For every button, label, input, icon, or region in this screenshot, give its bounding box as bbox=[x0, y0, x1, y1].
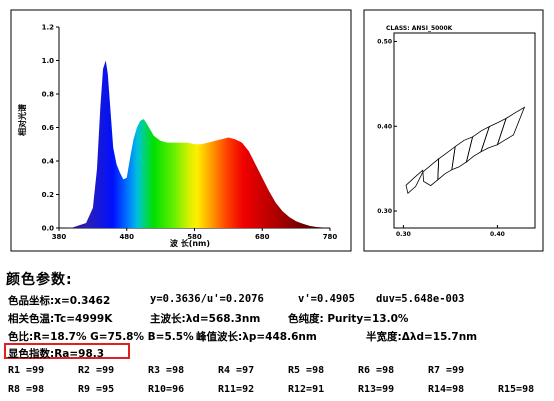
peak-wavelength: 峰值波长:λp=448.6nm bbox=[196, 331, 317, 343]
cct-value: 相关色温:Tc=4999K bbox=[8, 313, 113, 325]
cie-y-ticks: 0.50 0.40 0.30 bbox=[377, 38, 397, 215]
r-value: R12=91 bbox=[288, 384, 325, 395]
cie-x-ticks: 0.30 0.40 bbox=[396, 225, 505, 238]
spectrum-y-tick-label: 0.4 bbox=[42, 158, 55, 166]
ra-highlight-box bbox=[4, 343, 130, 359]
r-value: R6 =98 bbox=[358, 365, 395, 376]
cie-y-tick-label: 0.40 bbox=[377, 123, 392, 130]
color-parameters-panel: 颜色参数: 色品坐标:x=0.3462 y=0.3636/u'=0.2076 v… bbox=[0, 265, 554, 401]
spectrum-x-tick-label: 780 bbox=[323, 233, 338, 241]
spectrum-x-tick-label: 580 bbox=[187, 233, 202, 241]
cie-quadrangle bbox=[405, 169, 424, 195]
parameters-title: 颜色参数: bbox=[6, 272, 73, 288]
r-value: R1 =99 bbox=[8, 365, 45, 376]
r-value: R14=98 bbox=[428, 384, 465, 395]
chromaticity-duv: duv=5.648e-003 bbox=[376, 293, 465, 305]
cie-panel-frame bbox=[363, 9, 544, 252]
chromaticity-y-u: y=0.3636/u'=0.2076 bbox=[150, 293, 264, 305]
cie-quadrangle bbox=[496, 106, 526, 146]
spectrum-y-tick-label: 1.0 bbox=[42, 57, 55, 65]
spectrum-x-tick-label: 480 bbox=[119, 233, 134, 241]
cie-y-tick-label: 0.30 bbox=[377, 208, 392, 215]
color-rendering-index: 显色指数:Ra=98.3 bbox=[8, 348, 105, 360]
spectrum-y-tick-label: 0.6 bbox=[42, 124, 55, 132]
spectrum-panel-frame bbox=[10, 9, 352, 252]
spectrum-y-tick-label: 0.2 bbox=[42, 191, 55, 199]
spectrum-y-axis-label: 相对光谱 bbox=[17, 104, 27, 136]
r-value: R15=98 bbox=[498, 384, 535, 395]
r-value: R7 =99 bbox=[428, 365, 465, 376]
cie-quadrangles bbox=[405, 106, 526, 195]
r-value: R2 =99 bbox=[78, 365, 115, 376]
dominant-wavelength: 主波长:λd=568.3nm bbox=[150, 313, 261, 325]
cie-x-tick-label: 0.40 bbox=[490, 231, 505, 238]
r-value: R10=96 bbox=[148, 384, 185, 395]
spectrum-x-ticks: 380 480 580 680 780 bbox=[52, 228, 338, 241]
cie-quadrangle bbox=[451, 136, 474, 171]
cie-plot-frame bbox=[393, 32, 536, 229]
chromaticity-v: v'=0.4905 bbox=[298, 293, 355, 305]
spectrum-y-tick-label: 0.8 bbox=[42, 91, 55, 99]
r-value: R9 =95 bbox=[78, 384, 115, 395]
cie-x-tick-label: 0.30 bbox=[396, 231, 411, 238]
r-value: R3 =98 bbox=[148, 365, 185, 376]
r-value: R5 =98 bbox=[288, 365, 325, 376]
spectrum-x-tick-label: 680 bbox=[255, 233, 270, 241]
spectrum-y-ticks: 0.0 0.2 0.4 0.6 0.8 1.0 1.2 bbox=[42, 24, 59, 233]
cie-y-tick-label: 0.50 bbox=[377, 38, 392, 45]
color-ratio: 色比:R=18.7% G=75.8% B=5.5% bbox=[8, 331, 194, 343]
cie-quadrangle bbox=[480, 117, 507, 153]
r-value: R11=92 bbox=[218, 384, 255, 395]
spectrum-y-tick-label: 0.0 bbox=[42, 225, 55, 233]
charts-area: 380 480 580 680 780 0.0 0.2 0.4 0.6 0.8 1.0 1.2 波 … bbox=[10, 9, 544, 252]
cie-quadrangle bbox=[465, 125, 490, 164]
cie-class-label: CLASS: ANSI_5000K bbox=[386, 25, 453, 32]
color-purity: 色纯度: Purity=13.0% bbox=[288, 313, 409, 325]
r-value: R13=99 bbox=[358, 384, 395, 395]
spectrum-area bbox=[59, 60, 330, 228]
half-width: 半宽度:Δλd=15.7nm bbox=[366, 331, 478, 343]
spectrum-x-tick-label: 380 bbox=[52, 233, 67, 241]
cie-quadrangle bbox=[422, 157, 440, 187]
spectrum-x-axis-label: 波 长(nm) bbox=[170, 238, 210, 248]
r-value: R8 =98 bbox=[8, 384, 45, 395]
spectrum-y-tick-label: 1.2 bbox=[42, 24, 55, 32]
chromaticity-x: 色品坐标:x=0.3462 bbox=[8, 295, 111, 307]
r-value: R4 =97 bbox=[218, 365, 255, 376]
